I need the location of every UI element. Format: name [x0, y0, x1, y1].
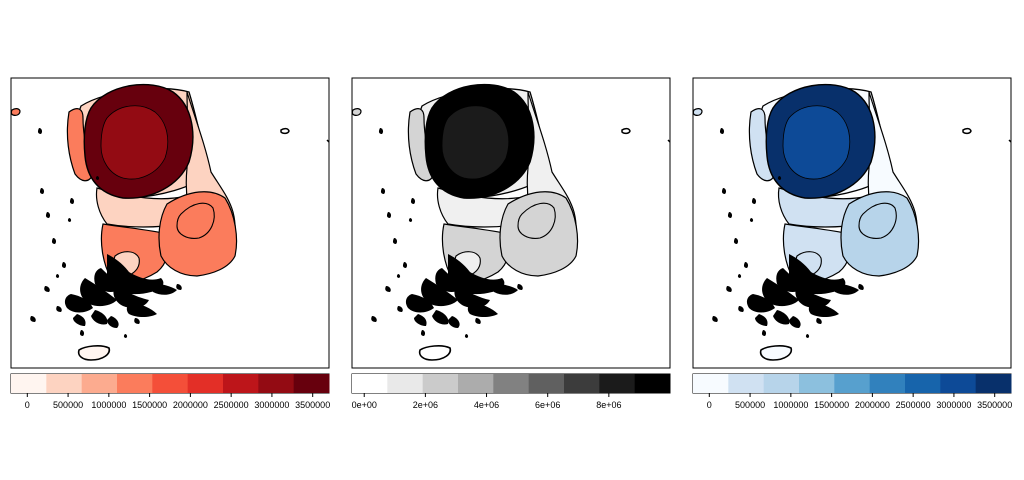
region-core	[441, 105, 510, 180]
legend-tick-label: 2500000	[896, 400, 931, 410]
legend-tick-label: 500000	[53, 400, 83, 410]
legend-tick-label: 1000000	[773, 400, 808, 410]
legend-tick-label: 3000000	[254, 400, 289, 410]
legend-swatch	[869, 374, 906, 393]
legend-swatch	[387, 374, 424, 393]
region-jeju	[77, 345, 111, 361]
region-jeju	[418, 345, 452, 361]
legend-tick-label: 3500000	[295, 400, 330, 410]
legend-tick-label: 2000000	[173, 400, 208, 410]
legend-tick-label: 8e+06	[596, 400, 621, 410]
legend-tick-label: 0	[25, 400, 30, 410]
legend-tick-label: 0	[707, 400, 712, 410]
legend-swatch	[81, 374, 118, 393]
map-regions	[692, 83, 1012, 361]
region-jeju	[759, 345, 793, 361]
legend-swatch	[11, 374, 47, 393]
legend-ticks: 0 500000 1000000 1500000 2000000 2500000 30000…	[25, 393, 330, 410]
legend-swatch	[763, 374, 800, 393]
legend-tick-label: 3500000	[977, 400, 1012, 410]
region-inner-blob	[517, 202, 556, 239]
legend-swatch	[223, 374, 259, 393]
region-core	[100, 105, 169, 180]
legend-swatch	[422, 374, 459, 393]
legend-swatch	[117, 374, 153, 393]
legend-tick-label: 1500000	[814, 400, 849, 410]
map-panel-reds: 0 500000 1000000 1500000 2000000 2500000 30000…	[10, 77, 330, 410]
legend-swatch	[693, 374, 729, 393]
legend-swatch	[152, 374, 189, 393]
map-regions	[10, 83, 330, 361]
region-inner-blob	[176, 202, 215, 239]
legend-ticks: 0e+00 2e+06 4e+06 6e+06 8e+06	[352, 393, 621, 410]
region-inner-blob	[858, 202, 897, 239]
legend-swatch	[293, 374, 330, 393]
legend-tick-label: 2500000	[214, 400, 249, 410]
color-legend	[352, 374, 671, 393]
legend-swatch	[46, 374, 83, 393]
region-tiny-island	[10, 108, 21, 116]
legend-swatch	[799, 374, 835, 393]
map-regions	[351, 83, 671, 361]
legend-swatch	[187, 374, 224, 393]
legend-swatch	[905, 374, 941, 393]
legend-swatch	[599, 374, 636, 393]
region-tiny-island	[692, 108, 703, 116]
legend-tick-label: 2000000	[855, 400, 890, 410]
legend-tick-label: 2e+06	[413, 400, 438, 410]
legend-tick-label: 0e+00	[352, 400, 377, 410]
legend-tick-label: 1000000	[91, 400, 126, 410]
legend-swatch	[564, 374, 600, 393]
map-panel-greys: 0e+00 2e+06 4e+06 6e+06 8e+06	[351, 77, 671, 410]
region-dots	[712, 128, 864, 338]
region-tiny-island	[351, 108, 362, 116]
legend-swatch	[975, 374, 1012, 393]
legend-tick-label: 6e+06	[535, 400, 560, 410]
map-panel-blues: 0 500000 1000000 1500000 2000000 2500000 30000…	[692, 77, 1012, 410]
legend-tick-label: 1500000	[132, 400, 167, 410]
color-legend	[11, 374, 330, 393]
region-dots	[371, 128, 523, 338]
legend-swatch	[728, 374, 765, 393]
region-dots	[30, 128, 182, 338]
legend-swatch	[634, 374, 671, 393]
legend-swatch	[258, 374, 295, 393]
legend-tick-label: 4e+06	[474, 400, 499, 410]
legend-ticks: 0 500000 1000000 1500000 2000000 2500000 30000…	[707, 393, 1012, 410]
legend-swatch	[528, 374, 565, 393]
legend-swatch	[834, 374, 871, 393]
region-core	[782, 105, 851, 180]
color-legend	[693, 374, 1012, 393]
legend-swatch	[458, 374, 494, 393]
legend-tick-label: 3000000	[936, 400, 971, 410]
legend-swatch	[493, 374, 530, 393]
legend-swatch	[352, 374, 388, 393]
legend-swatch	[940, 374, 977, 393]
legend-tick-label: 500000	[735, 400, 765, 410]
